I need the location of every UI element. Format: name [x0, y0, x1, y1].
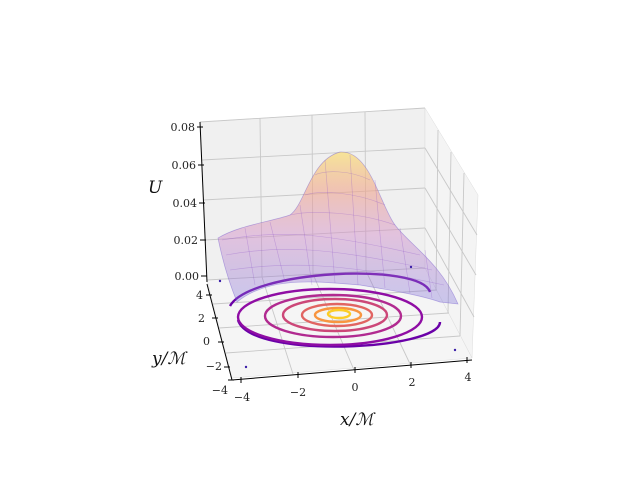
y-tick: 2: [198, 312, 205, 325]
y-tick: 4: [196, 289, 203, 302]
y-tick: −4: [212, 384, 228, 397]
y-tick: 0: [203, 335, 210, 348]
y-tick: −2: [206, 360, 222, 373]
y-axis: 4 2 0 −2 −4 y/ℳ: [151, 283, 234, 397]
x-tick: 2: [409, 376, 416, 389]
x-tick: −2: [290, 386, 306, 399]
x-tick: 0: [352, 381, 359, 394]
z-tick: 0.06: [172, 159, 197, 172]
surface: [217, 151, 459, 305]
z-axis-label: U: [148, 178, 163, 198]
z-tick: 0.00: [175, 270, 200, 283]
x-axis-label: x/ℳ: [340, 410, 376, 430]
corner-markers: [218, 265, 457, 369]
z-tick: 0.02: [174, 234, 199, 247]
z-axis: 0.08 0.06 0.04 0.02 0.00 U: [148, 121, 208, 283]
z-tick: 0.08: [171, 121, 196, 134]
z-tick: 0.04: [173, 197, 198, 210]
x-axis: −4 −2 0 2 4 x/ℳ: [231, 357, 473, 430]
x-tick: 4: [465, 371, 472, 384]
y-axis-label: y/ℳ: [151, 349, 188, 369]
x-tick: −4: [234, 391, 250, 404]
